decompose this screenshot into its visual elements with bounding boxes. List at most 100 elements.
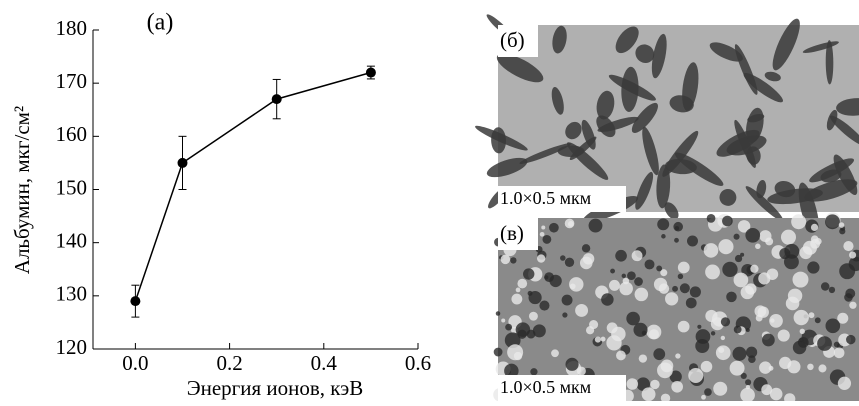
texture	[510, 257, 517, 264]
data-point	[365, 67, 376, 78]
texture	[820, 282, 830, 291]
texture	[560, 255, 566, 261]
image-panel: (б) 1.0×0.5 мкм	[475, 14, 859, 239]
data-point	[130, 296, 141, 307]
y-tick-label: 130	[56, 282, 88, 306]
texture	[814, 317, 821, 324]
texture	[719, 189, 737, 206]
texture	[621, 66, 639, 112]
texture	[849, 251, 857, 259]
texture	[833, 347, 845, 359]
texture	[515, 287, 521, 293]
data-point	[177, 157, 188, 168]
texture	[829, 115, 859, 146]
texture	[825, 318, 841, 334]
texture	[709, 42, 743, 62]
texture	[530, 368, 538, 376]
data-line	[134, 71, 372, 302]
texture	[718, 347, 725, 354]
y-tick-label: 180	[56, 16, 88, 40]
texture	[552, 25, 567, 54]
texture	[677, 320, 690, 333]
texture	[626, 378, 639, 390]
texture	[703, 243, 719, 258]
texture	[589, 320, 599, 330]
texture	[575, 304, 589, 317]
texture	[826, 109, 838, 131]
texture	[664, 202, 679, 220]
texture	[734, 254, 743, 263]
texture	[653, 348, 666, 361]
texture	[679, 283, 690, 294]
texture	[507, 344, 524, 361]
texture	[651, 33, 667, 79]
texture	[650, 379, 660, 390]
texture	[677, 273, 684, 280]
texture	[825, 40, 834, 85]
texture	[799, 328, 805, 334]
y-tick-label: 160	[56, 122, 88, 146]
texture	[743, 72, 784, 103]
texture	[532, 324, 546, 338]
texture	[701, 394, 706, 400]
image-panel: (в) 1.0×0.5 мкм	[493, 212, 859, 405]
texture	[541, 225, 546, 230]
texture	[549, 274, 562, 288]
texture	[769, 314, 783, 328]
texture	[656, 265, 663, 272]
texture	[505, 323, 513, 331]
texture	[511, 293, 523, 305]
texture	[500, 254, 511, 265]
texture	[740, 372, 747, 379]
texture	[740, 252, 745, 257]
texture	[504, 332, 521, 349]
texture	[818, 364, 827, 373]
texture	[844, 293, 853, 302]
texture	[843, 240, 854, 252]
x-tick-label: 0.6	[405, 351, 431, 375]
scale-label: 1.0×0.5 мкм	[500, 377, 591, 397]
texture	[759, 361, 772, 374]
texture	[732, 346, 747, 361]
texture	[634, 287, 649, 302]
texture	[536, 254, 546, 263]
texture	[710, 331, 716, 336]
texture	[631, 250, 643, 262]
texture	[849, 301, 857, 309]
texture	[504, 363, 519, 379]
label-box	[498, 375, 626, 401]
texture	[638, 354, 648, 363]
y-tick-label: 140	[56, 228, 88, 252]
texture	[606, 335, 622, 351]
texture	[780, 229, 797, 245]
texture	[705, 264, 720, 280]
texture	[791, 214, 807, 230]
texture	[653, 277, 668, 292]
texture	[737, 220, 751, 233]
texture	[799, 338, 804, 343]
texture	[722, 261, 738, 278]
texture	[565, 121, 582, 140]
texture	[609, 279, 620, 291]
texture	[621, 273, 626, 279]
texture	[715, 345, 731, 361]
texture	[697, 324, 702, 329]
texture	[660, 269, 668, 277]
texture	[718, 239, 734, 255]
y-tick-label: 170	[56, 69, 88, 93]
texture	[675, 353, 681, 359]
texture	[619, 281, 633, 296]
texture	[807, 261, 820, 274]
texture	[700, 360, 713, 373]
texture	[561, 294, 573, 306]
texture	[677, 261, 690, 274]
y-tick-label: 150	[56, 175, 88, 199]
texture	[746, 107, 764, 143]
texture	[544, 275, 549, 280]
texture	[669, 370, 682, 383]
texture	[665, 292, 679, 306]
texture	[635, 44, 655, 64]
texture	[596, 115, 616, 138]
texture	[626, 311, 640, 326]
texture	[745, 186, 784, 222]
